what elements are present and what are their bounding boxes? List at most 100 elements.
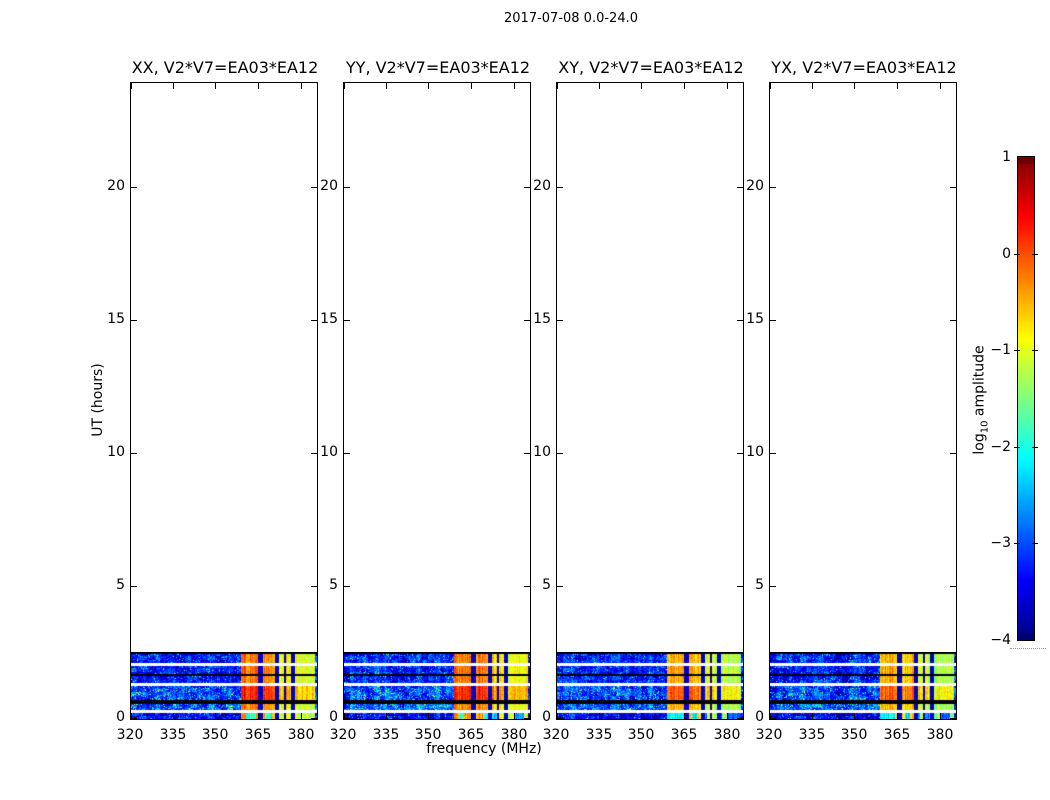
y-tick-mark <box>737 453 743 454</box>
panel-title: XY, V2*V7=EA03*EA12 <box>558 58 744 77</box>
x-tick-label: 350 <box>414 727 442 743</box>
y-tick-mark <box>344 718 350 719</box>
x-tick-mark <box>514 83 515 89</box>
y-tick-label: 5 <box>755 577 764 593</box>
x-tick-mark <box>897 713 898 719</box>
colorbar-tick-dash <box>1032 350 1038 351</box>
x-tick-label: 320 <box>542 727 570 743</box>
x-tick-mark <box>428 83 429 89</box>
x-tick-label: 320 <box>116 727 144 743</box>
x-tick-mark <box>215 83 216 89</box>
y-tick-mark <box>311 718 317 719</box>
y-tick-mark <box>770 320 776 321</box>
x-tick-mark <box>812 713 813 719</box>
y-tick-mark <box>950 320 956 321</box>
spectrogram-panel-xy: XY, V2*V7=EA03*EA12 320 335 350 365 380 0 5 10 1… <box>533 58 744 743</box>
colorbar-tick-dash <box>1014 543 1020 544</box>
x-tick-mark <box>727 83 728 89</box>
panel-title: XX, V2*V7=EA03*EA12 <box>131 58 319 77</box>
y-tick-mark <box>770 453 776 454</box>
y-tick-mark <box>770 718 776 719</box>
x-tick-mark <box>940 713 941 719</box>
y-tick-mark <box>950 586 956 587</box>
colorbar-dotted-line <box>1010 648 1046 649</box>
x-axis-label: frequency (MHz) <box>426 741 542 757</box>
y-tick-label: 0 <box>329 709 338 725</box>
x-tick-label: 350 <box>840 727 868 743</box>
x-tick-label: 335 <box>372 727 400 743</box>
y-tick-mark <box>311 320 317 321</box>
y-tick-label: 20 <box>746 178 764 194</box>
colorbar-tick-dash <box>1014 447 1020 448</box>
y-tick-mark <box>344 586 350 587</box>
colorbar-tick-dash <box>1014 350 1020 351</box>
colorbar-tick-dash <box>1032 543 1038 544</box>
y-tick-mark <box>950 718 956 719</box>
y-tick-label: 10 <box>746 444 764 460</box>
y-tick-label: 0 <box>542 709 551 725</box>
spectrogram-panel-yx: YX, V2*V7=EA03*EA12 320 335 350 365 380 0 5 10 1… <box>746 58 957 743</box>
x-tick-mark <box>770 83 771 89</box>
x-tick-mark <box>471 83 472 89</box>
y-tick-mark <box>950 453 956 454</box>
colorbar-tick-dash <box>1032 447 1038 448</box>
y-tick-mark <box>557 453 563 454</box>
spectrogram-panel-yy: YY, V2*V7=EA03*EA12 320 335 350 365 380 0 5 10 1… <box>320 58 531 743</box>
x-tick-mark <box>940 83 941 89</box>
y-tick-mark <box>557 586 563 587</box>
x-tick-label: 380 <box>500 727 528 743</box>
y-tick-mark <box>131 718 137 719</box>
colorbar-tick-label: −1 <box>990 342 1011 359</box>
y-tick-label: 5 <box>116 577 125 593</box>
y-tick-label: 20 <box>533 178 551 194</box>
x-tick-label: 320 <box>755 727 783 743</box>
x-tick-mark <box>386 83 387 89</box>
y-tick-label: 0 <box>116 709 125 725</box>
y-tick-label: 0 <box>755 709 764 725</box>
x-tick-mark <box>131 713 132 719</box>
y-tick-mark <box>344 187 350 188</box>
y-tick-mark <box>557 718 563 719</box>
colorbar-tick-dash <box>1014 254 1020 255</box>
y-tick-mark <box>737 718 743 719</box>
x-tick-mark <box>173 83 174 89</box>
x-tick-mark <box>727 713 728 719</box>
x-tick-mark <box>173 713 174 719</box>
colorbar-gradient <box>1018 157 1034 640</box>
spectrogram-image <box>557 652 743 719</box>
x-tick-label: 365 <box>457 727 485 743</box>
x-tick-mark <box>684 713 685 719</box>
x-tick-mark <box>557 83 558 89</box>
x-tick-mark <box>641 83 642 89</box>
figure-title: 2017-07-08 0.0-24.0 <box>504 11 638 26</box>
x-tick-label: 350 <box>201 727 229 743</box>
y-tick-mark <box>524 320 530 321</box>
x-tick-mark <box>684 83 685 89</box>
x-tick-mark <box>770 713 771 719</box>
spectrogram-image <box>770 652 956 719</box>
x-tick-mark <box>344 713 345 719</box>
x-tick-mark <box>428 713 429 719</box>
x-tick-mark <box>599 83 600 89</box>
y-tick-mark <box>770 187 776 188</box>
panel-title: YY, V2*V7=EA03*EA12 <box>345 58 531 77</box>
x-tick-mark <box>641 713 642 719</box>
y-tick-label: 10 <box>533 444 551 460</box>
y-axis-label: UT (hours) <box>90 363 106 437</box>
x-tick-mark <box>258 83 259 89</box>
y-tick-mark <box>131 586 137 587</box>
y-tick-mark <box>311 187 317 188</box>
y-tick-mark <box>737 586 743 587</box>
x-tick-mark <box>301 713 302 719</box>
y-tick-mark <box>524 718 530 719</box>
x-tick-mark <box>812 83 813 89</box>
colorbar-tick-label: 0 <box>1002 245 1011 262</box>
x-tick-label: 335 <box>798 727 826 743</box>
y-tick-mark <box>131 453 137 454</box>
x-tick-mark <box>599 713 600 719</box>
x-tick-mark <box>854 713 855 719</box>
x-tick-label: 335 <box>585 727 613 743</box>
x-tick-label: 350 <box>627 727 655 743</box>
y-tick-mark <box>557 320 563 321</box>
y-tick-label: 10 <box>107 444 125 460</box>
